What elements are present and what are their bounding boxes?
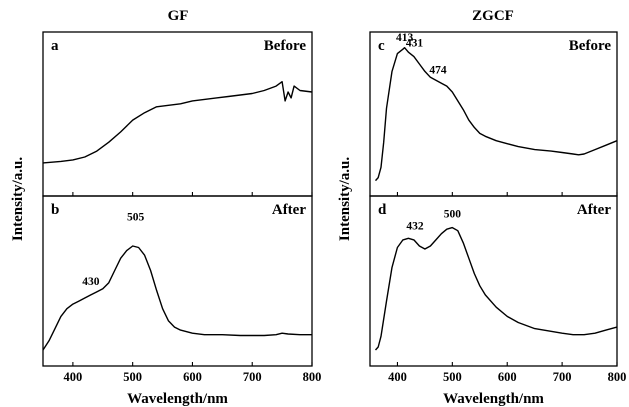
- peak-label-500: 500: [444, 209, 462, 221]
- panel-frame-a: [42, 31, 313, 197]
- x-tick-label: 700: [243, 370, 262, 384]
- series-line-b-0: [42, 245, 312, 351]
- panel-state-c: Before: [569, 38, 612, 54]
- panel-state-b: After: [272, 202, 306, 218]
- x-tick-label: 600: [498, 370, 517, 384]
- panel-frame-c: [369, 31, 618, 197]
- x-tick-label: 800: [608, 370, 627, 384]
- x-axis-title: Wavelength/nm: [127, 391, 228, 407]
- panel-label-a: a: [51, 38, 59, 54]
- panel-state-d: After: [577, 202, 611, 218]
- group-title-gf: GF: [168, 8, 189, 24]
- x-tick-label: 600: [183, 370, 202, 384]
- group-title-zgcf: ZGCF: [472, 8, 514, 24]
- peak-label-505: 505: [127, 212, 145, 224]
- peak-label-432: 432: [406, 221, 424, 233]
- x-tick-label: 500: [123, 370, 142, 384]
- panel-frame-d: [369, 195, 618, 367]
- series-line-d-0: [374, 226, 618, 351]
- y-axis-title: Intensity/a.u.: [337, 157, 353, 241]
- peak-label-474: 474: [429, 64, 447, 76]
- panel-label-c: c: [378, 38, 385, 54]
- peak-label-431: 431: [406, 38, 424, 50]
- x-tick-label: 500: [443, 370, 462, 384]
- x-axis-title: Wavelength/nm: [443, 391, 544, 407]
- peak-label-430: 430: [82, 276, 100, 288]
- series-line-a-0: [42, 81, 313, 164]
- x-tick-label: 400: [388, 370, 407, 384]
- series-line-c-0: [374, 47, 618, 182]
- panel-frame-b: [42, 195, 313, 367]
- x-tick-label: 700: [553, 370, 572, 384]
- peak-label-413: 413: [396, 32, 414, 44]
- x-tick-label: 400: [64, 370, 83, 384]
- x-tick-label: 800: [303, 370, 322, 384]
- panel-label-d: d: [378, 202, 387, 218]
- y-axis-title: Intensity/a.u.: [10, 157, 26, 241]
- panel-state-a: Before: [264, 38, 307, 54]
- panel-label-b: b: [51, 202, 59, 218]
